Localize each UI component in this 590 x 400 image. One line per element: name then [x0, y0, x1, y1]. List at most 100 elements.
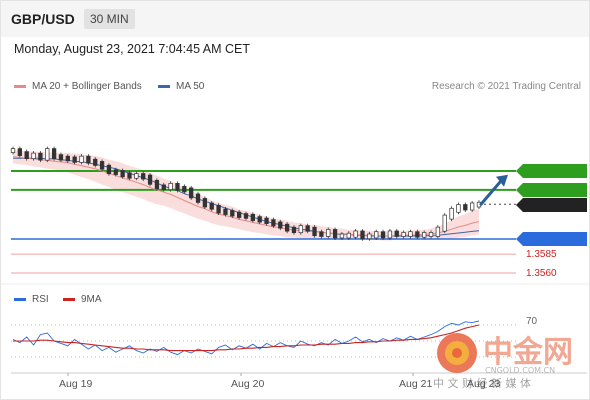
candle-body	[230, 210, 235, 217]
candle-body	[360, 230, 365, 240]
candle-body	[442, 214, 447, 232]
candle-body	[250, 213, 256, 221]
research-credit: Research © 2021 Trading Central	[431, 81, 581, 92]
candle-body	[168, 183, 173, 190]
candle-body	[469, 202, 475, 211]
candle-body	[209, 202, 214, 210]
legend-rsi: RSI	[14, 294, 49, 305]
candle-body	[86, 155, 91, 164]
candle-body	[401, 232, 406, 237]
candle-body	[319, 231, 324, 237]
watermark-tagline: 中 文 财 经 新 媒 体	[433, 376, 531, 390]
candle-body	[449, 207, 454, 220]
candle-body	[45, 148, 50, 161]
legend-ma50-label: MA 50	[176, 81, 205, 92]
candle-body	[387, 230, 393, 239]
candle-body	[367, 233, 372, 240]
candle-body	[408, 231, 413, 237]
candle-body	[305, 225, 310, 232]
candle-body	[79, 155, 84, 163]
candle-body	[127, 172, 132, 179]
candle-body	[154, 179, 160, 190]
bollinger-band	[13, 149, 479, 241]
rsi-swatch	[14, 297, 26, 301]
candle-body	[284, 223, 290, 232]
candle-body	[99, 161, 105, 170]
candle-body	[422, 232, 427, 238]
candle-body	[257, 216, 262, 223]
level-badge-1-3670: 1.3670	[516, 183, 587, 197]
legend-rsi-ma: 9MA	[63, 294, 102, 305]
candle-body	[456, 204, 461, 213]
watermark-logo-text: 中金网	[483, 335, 573, 370]
legend-rsi-label: RSI	[32, 294, 49, 305]
candle-body	[216, 204, 221, 214]
candle-body	[141, 173, 146, 180]
candle-body	[264, 217, 269, 224]
legend-rsi-ma-label: 9MA	[81, 294, 102, 305]
level-label-1-3585: 1.3585	[526, 249, 557, 260]
candle-body	[175, 183, 180, 191]
candle-body	[58, 154, 64, 161]
ma50-swatch	[158, 84, 170, 88]
candle-body	[10, 148, 16, 153]
candle-body	[161, 184, 166, 190]
level-label-1-3560: 1.3560	[526, 268, 557, 279]
ma20-line	[12, 156, 480, 237]
candle-body	[93, 158, 98, 166]
candle-body	[106, 164, 112, 175]
candle-body	[243, 213, 249, 219]
x-tick-aug21: Aug 21	[399, 378, 433, 390]
candle-body	[428, 232, 434, 237]
candle-body	[202, 198, 208, 208]
candle-body	[24, 151, 29, 159]
x-tick-aug20: Aug 20	[231, 378, 265, 390]
legend-ma20: MA 20 + Bollinger Bands	[14, 81, 142, 92]
x-tick-aug19: Aug 19	[59, 378, 93, 390]
candle-body	[332, 229, 338, 239]
candle-body	[463, 204, 468, 211]
legend-ma20-label: MA 20 + Bollinger Bands	[32, 81, 142, 92]
level-badge-1-3605: 1.3605	[516, 232, 587, 246]
currency-pair-title: GBP/USD	[11, 11, 75, 27]
candle-body	[326, 229, 331, 237]
rsi-ma-swatch	[63, 297, 75, 301]
candle-body	[339, 233, 345, 239]
candle-body	[380, 231, 386, 239]
forecast-arrow-head	[496, 174, 508, 187]
candle-body	[113, 169, 118, 175]
level-badge-1-3695: 1.3695	[516, 164, 587, 178]
candle-body	[51, 148, 57, 159]
x-tick-aug23: Aug 23	[467, 378, 501, 390]
candle-body	[236, 211, 242, 218]
timeframe-selector[interactable]: 30 MIN	[84, 9, 135, 29]
candle-body	[298, 225, 303, 234]
candle-body	[134, 173, 139, 179]
candle-body	[353, 230, 358, 238]
rsi-level-70-label: 70	[526, 316, 538, 327]
forecast-arrow-shaft	[479, 178, 504, 206]
candle-body	[223, 208, 228, 215]
candle-body	[189, 187, 194, 199]
candle-body	[415, 231, 420, 238]
candle-body	[120, 170, 125, 178]
candle-body	[147, 174, 153, 185]
chart-header: GBP/USD 30 MIN	[1, 1, 589, 37]
candle-body	[72, 156, 77, 163]
candle-body	[182, 186, 187, 193]
timestamp: Monday, August 23, 2021 7:04:45 AM CET	[14, 42, 251, 56]
legend-ma50: MA 50	[158, 81, 204, 92]
ma20-swatch	[14, 84, 26, 88]
candle-body	[278, 221, 283, 229]
candle-body	[312, 226, 317, 237]
candle-body	[394, 230, 399, 237]
candle-body	[195, 193, 201, 203]
rsi-ma-line	[13, 324, 480, 352]
candle-body	[291, 226, 297, 234]
rsi-line	[12, 320, 480, 356]
candle-body	[346, 232, 351, 239]
candle-body	[17, 148, 23, 156]
watermark-url: CNGOLD.COM.CN	[485, 366, 555, 375]
